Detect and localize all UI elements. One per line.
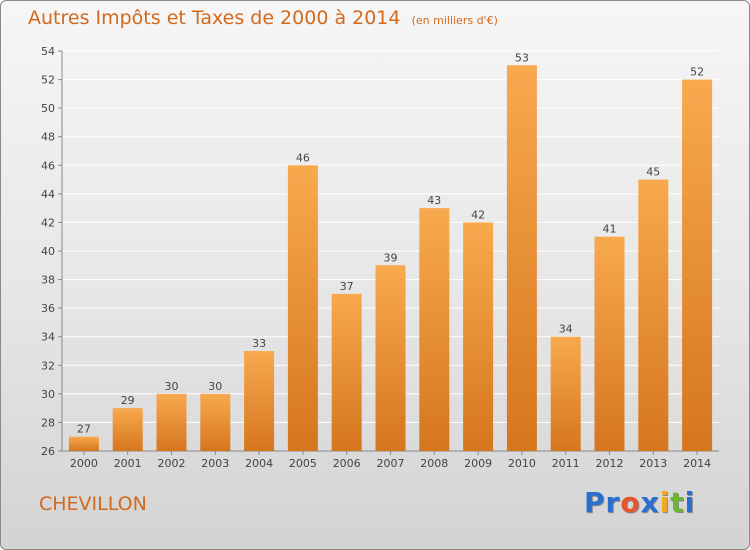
bar — [550, 336, 581, 451]
y-tick-label: 32 — [41, 359, 55, 372]
logo-letter: i — [684, 486, 696, 519]
bar — [638, 179, 669, 452]
bar — [594, 236, 625, 451]
logo-letter: P — [584, 486, 606, 519]
x-tick-label: 2009 — [464, 457, 492, 470]
y-tick-label: 36 — [41, 302, 55, 315]
chart-subtitle: (en milliers d'€) — [411, 14, 498, 27]
y-tick-label: 50 — [41, 102, 55, 115]
data-label: 30 — [165, 380, 179, 393]
data-label: 46 — [296, 151, 310, 164]
y-tick-label: 54 — [41, 45, 55, 58]
x-tick-label: 2005 — [289, 457, 317, 470]
data-label: 27 — [77, 423, 91, 436]
x-tick-label: 2006 — [333, 457, 361, 470]
data-label: 41 — [603, 223, 617, 236]
bar — [200, 393, 231, 451]
bar — [244, 351, 275, 451]
bar — [68, 436, 99, 451]
y-tick-label: 48 — [41, 131, 55, 144]
proxiti-logo: Proxiti — [584, 486, 695, 519]
y-tick-label: 52 — [41, 74, 55, 87]
y-tick-label: 38 — [41, 274, 55, 287]
y-tick-label: 46 — [41, 159, 55, 172]
y-tick-label: 44 — [41, 188, 55, 201]
logo-letter: i — [659, 486, 671, 519]
x-tick-label: 2000 — [70, 457, 98, 470]
logo-letter: t — [670, 486, 685, 519]
chart-title: Autres Impôts et Taxes de 2000 à 2014 — [28, 7, 401, 29]
x-tick-label: 2014 — [683, 457, 711, 470]
x-tick-label: 2013 — [639, 457, 667, 470]
y-tick-label: 40 — [41, 245, 55, 258]
x-tick-label: 2010 — [508, 457, 536, 470]
x-tick-label: 2003 — [201, 457, 229, 470]
title-row: Autres Impôts et Taxes de 2000 à 2014 (e… — [28, 7, 498, 29]
y-tick-label: 30 — [41, 388, 55, 401]
data-label: 30 — [208, 380, 222, 393]
data-label: 52 — [690, 66, 704, 79]
x-tick-label: 2008 — [420, 457, 448, 470]
bar — [463, 222, 494, 451]
x-tick-label: 2007 — [377, 457, 405, 470]
y-tick-label: 28 — [41, 416, 55, 429]
logo-letter: r — [605, 486, 621, 519]
data-label: 45 — [646, 166, 660, 179]
bar — [287, 165, 318, 452]
x-tick-label: 2011 — [552, 457, 580, 470]
logo-letter: x — [640, 486, 660, 519]
bar — [506, 65, 537, 452]
logo-letter: o — [620, 486, 641, 519]
data-label: 42 — [471, 208, 485, 221]
data-label: 34 — [559, 323, 573, 336]
x-tick-label: 2012 — [596, 457, 624, 470]
bar — [375, 265, 406, 451]
y-tick-label: 26 — [41, 445, 55, 458]
commune-name: CHEVILLON — [39, 493, 147, 515]
data-label: 39 — [384, 251, 398, 264]
x-tick-label: 2004 — [245, 457, 273, 470]
data-label: 43 — [427, 194, 441, 207]
y-tick-label: 34 — [41, 331, 55, 344]
bar — [331, 293, 362, 451]
data-label: 29 — [121, 394, 135, 407]
bar — [682, 79, 713, 452]
data-label: 37 — [340, 280, 354, 293]
bar — [419, 208, 450, 451]
bar — [156, 393, 187, 451]
data-label: 33 — [252, 337, 266, 350]
x-tick-label: 2002 — [158, 457, 186, 470]
x-tick-label: 2001 — [114, 457, 142, 470]
bar — [112, 408, 143, 451]
y-tick-label: 42 — [41, 216, 55, 229]
data-label: 53 — [515, 51, 529, 64]
